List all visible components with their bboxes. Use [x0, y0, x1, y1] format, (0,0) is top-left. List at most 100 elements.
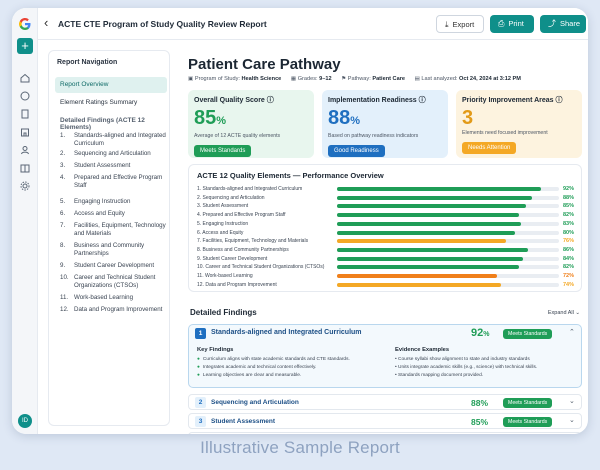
element-bar-track	[337, 274, 559, 278]
new-button[interactable]: +	[17, 38, 33, 54]
nav-item-element-8[interactable]: 8. Business and Community Partnerships	[60, 242, 168, 258]
nav-item-report-overview[interactable]: Report Overview	[55, 77, 167, 93]
meta-pathway: ⚑ Pathway: Patient Care	[341, 76, 405, 82]
performance-overview: ACTE 12 Quality Elements — Performance O…	[188, 164, 582, 292]
nav-item-element-ratings-summary[interactable]: Element Ratings Summary	[60, 99, 138, 106]
print-label: Print	[508, 19, 524, 28]
status-badge: Meets Standards	[194, 145, 252, 157]
nav-item-number: 9.	[60, 262, 66, 269]
nav-item-number: 8.	[60, 242, 66, 249]
print-button[interactable]: ⎙ Print	[490, 15, 534, 33]
key-finding-item: ● Integrates academic and technical conte…	[197, 364, 387, 372]
evidence-item: • Standards mapping document provided.	[395, 373, 484, 378]
nav-item-label: Sequencing and Articulation	[74, 150, 151, 157]
key-finding-item: ● Curriculum aligns with state academic s…	[197, 356, 387, 364]
element-bar-label: 3. Student Assessment	[197, 203, 249, 210]
readiness-score: 88	[328, 107, 351, 129]
expand-all-button[interactable]: Expand All ⌄	[548, 310, 580, 316]
evidence-item: • Units integrate academic skills (e.g.,…	[395, 365, 538, 370]
check-icon: ●	[197, 365, 200, 370]
meta-analyzed-label: Last analyzed:	[421, 76, 458, 82]
nav-item-number: 1.	[60, 132, 66, 139]
share-icon: ⤴	[548, 19, 556, 28]
element-bar-label: 2. Sequencing and Articulation	[197, 194, 265, 201]
detailed-findings: Detailed Findings Expand All ⌄ 1 Standar…	[188, 304, 582, 434]
book-icon[interactable]	[19, 162, 31, 174]
back-icon[interactable]: ‹	[44, 15, 49, 30]
nav-item-number: 10.	[60, 274, 69, 281]
chat-icon[interactable]	[19, 90, 31, 102]
nav-item-element-3[interactable]: 3. Student Assessment	[60, 162, 168, 170]
card-desc: Average of 12 ACTE quality elements	[194, 133, 281, 139]
nav-item-label: Student Career Development	[74, 262, 155, 269]
nav-item-label: Work-based Learning	[74, 294, 134, 301]
findings-title: Detailed Findings	[190, 308, 257, 317]
nav-item-number: 12.	[60, 306, 69, 313]
nav-item-element-7[interactable]: 7. Facilities, Equipment, Technology and …	[60, 222, 168, 238]
key-finding-item: ● Learning objectives are clear and measu…	[197, 372, 387, 380]
overall-quality-card: Overall Quality Score ⓘ 85% Average of 1…	[188, 90, 314, 158]
nav-item-label: Facilities, Equipment, Technology and Ma…	[74, 222, 166, 237]
share-button[interactable]: ⤴ Share	[540, 15, 586, 33]
element-bar-label: 8. Business and Community Partnerships	[197, 246, 289, 253]
export-button[interactable]: ⤓ Export	[436, 15, 484, 33]
info-icon[interactable]: ⓘ	[418, 97, 426, 104]
chevron-down-icon[interactable]: ⌄	[569, 417, 575, 424]
meta-analyzed-value: Oct 24, 2024 at 3:12 PM	[459, 76, 521, 82]
status-badge: Meets Standards	[503, 417, 553, 427]
element-bar-row: 12. Data and Program Improvement 74%	[197, 281, 577, 289]
building-icon[interactable]	[19, 126, 31, 138]
nav-item-label: Engaging Instruction	[74, 198, 131, 205]
element-bar-fill	[337, 282, 502, 287]
avatar[interactable]: ID	[18, 414, 32, 428]
element-bar-fill	[337, 256, 524, 261]
main-content: Patient Care Pathway ▣ Program of Study:…	[182, 48, 588, 434]
nav-item-element-12[interactable]: 12. Data and Program Improvement	[60, 306, 168, 314]
finding-row[interactable]: 2 Sequencing and Articulation 88% Meets Sta…	[188, 394, 582, 410]
chevron-down-icon[interactable]: ⌄	[569, 398, 575, 405]
element-bar-value: 92%	[563, 186, 575, 192]
nav-item-element-9[interactable]: 9. Student Career Development	[60, 262, 168, 270]
element-bar-fill	[337, 204, 526, 209]
card-title: Implementation Readiness	[328, 97, 417, 104]
finding-header[interactable]: 1 Standards-aligned and Integrated Curri…	[189, 325, 581, 343]
nav-item-element-5[interactable]: 5. Engaging Instruction	[60, 198, 168, 206]
finding-row[interactable]: 4Prepared and Effective Program Staff82%…	[188, 432, 582, 434]
finding-row[interactable]: 3 Student Assessment 85% Meets Standards ⌄	[188, 413, 582, 429]
info-icon[interactable]: ⓘ	[266, 97, 274, 104]
nav-item-element-1[interactable]: 1. Standards-aligned and Integrated Curri…	[60, 132, 168, 148]
meta-grades-value: 9–12	[319, 76, 332, 82]
app-logo-icon[interactable]	[17, 16, 33, 32]
key-finding-text: Integrates academic and technical conten…	[202, 365, 317, 370]
element-bar-track	[337, 265, 559, 270]
nav-item-element-2[interactable]: 2. Sequencing and Articulation	[60, 150, 168, 158]
report-navigation: Report Navigation Report Overview Elemen…	[48, 50, 170, 426]
users-icon[interactable]	[19, 144, 31, 156]
nav-item-element-11[interactable]: 11. Work-based Learning	[60, 294, 168, 302]
status-badge: Needs Attention	[462, 142, 517, 154]
element-bar-fill	[337, 239, 506, 244]
element-bar-row: 1. Standards-aligned and Integrated Curr…	[197, 185, 577, 193]
info-icon[interactable]: ⓘ	[555, 97, 563, 104]
evidence-text: Units integrate academic skills (e.g., s…	[398, 365, 538, 370]
nav-item-element-10[interactable]: 10. Career and Technical Student Organiza…	[60, 274, 168, 290]
element-bar-fill	[337, 187, 542, 191]
document-icon[interactable]	[19, 108, 31, 120]
element-bar-value: 86%	[563, 246, 575, 253]
element-bar-fill	[337, 247, 528, 252]
chevron-up-icon[interactable]: ⌃	[569, 329, 575, 336]
card-title: Overall Quality Score	[194, 97, 265, 104]
nav-item-element-4[interactable]: 4. Prepared and Effective Program Staff	[60, 174, 168, 190]
home-icon[interactable]	[19, 72, 31, 84]
finding-title: Standards-aligned and Integrated Curricu…	[211, 329, 362, 336]
element-bar-fill	[337, 274, 497, 278]
report-window: + ID ‹ ACTE CTE Program of Study Quality…	[12, 8, 588, 434]
element-bar-value: 80%	[563, 229, 575, 236]
gear-icon[interactable]	[19, 180, 31, 192]
priority-count: 3	[462, 107, 474, 129]
nav-item-element-6[interactable]: 6. Access and Equity	[60, 210, 168, 218]
top-bar: ‹ ACTE CTE Program of Study Quality Revi…	[38, 8, 588, 40]
element-bar-value: 84%	[563, 255, 575, 262]
meta-program-label: Program of Study:	[194, 76, 240, 82]
key-finding-text: Curriculum aligns with state academic st…	[202, 357, 350, 362]
